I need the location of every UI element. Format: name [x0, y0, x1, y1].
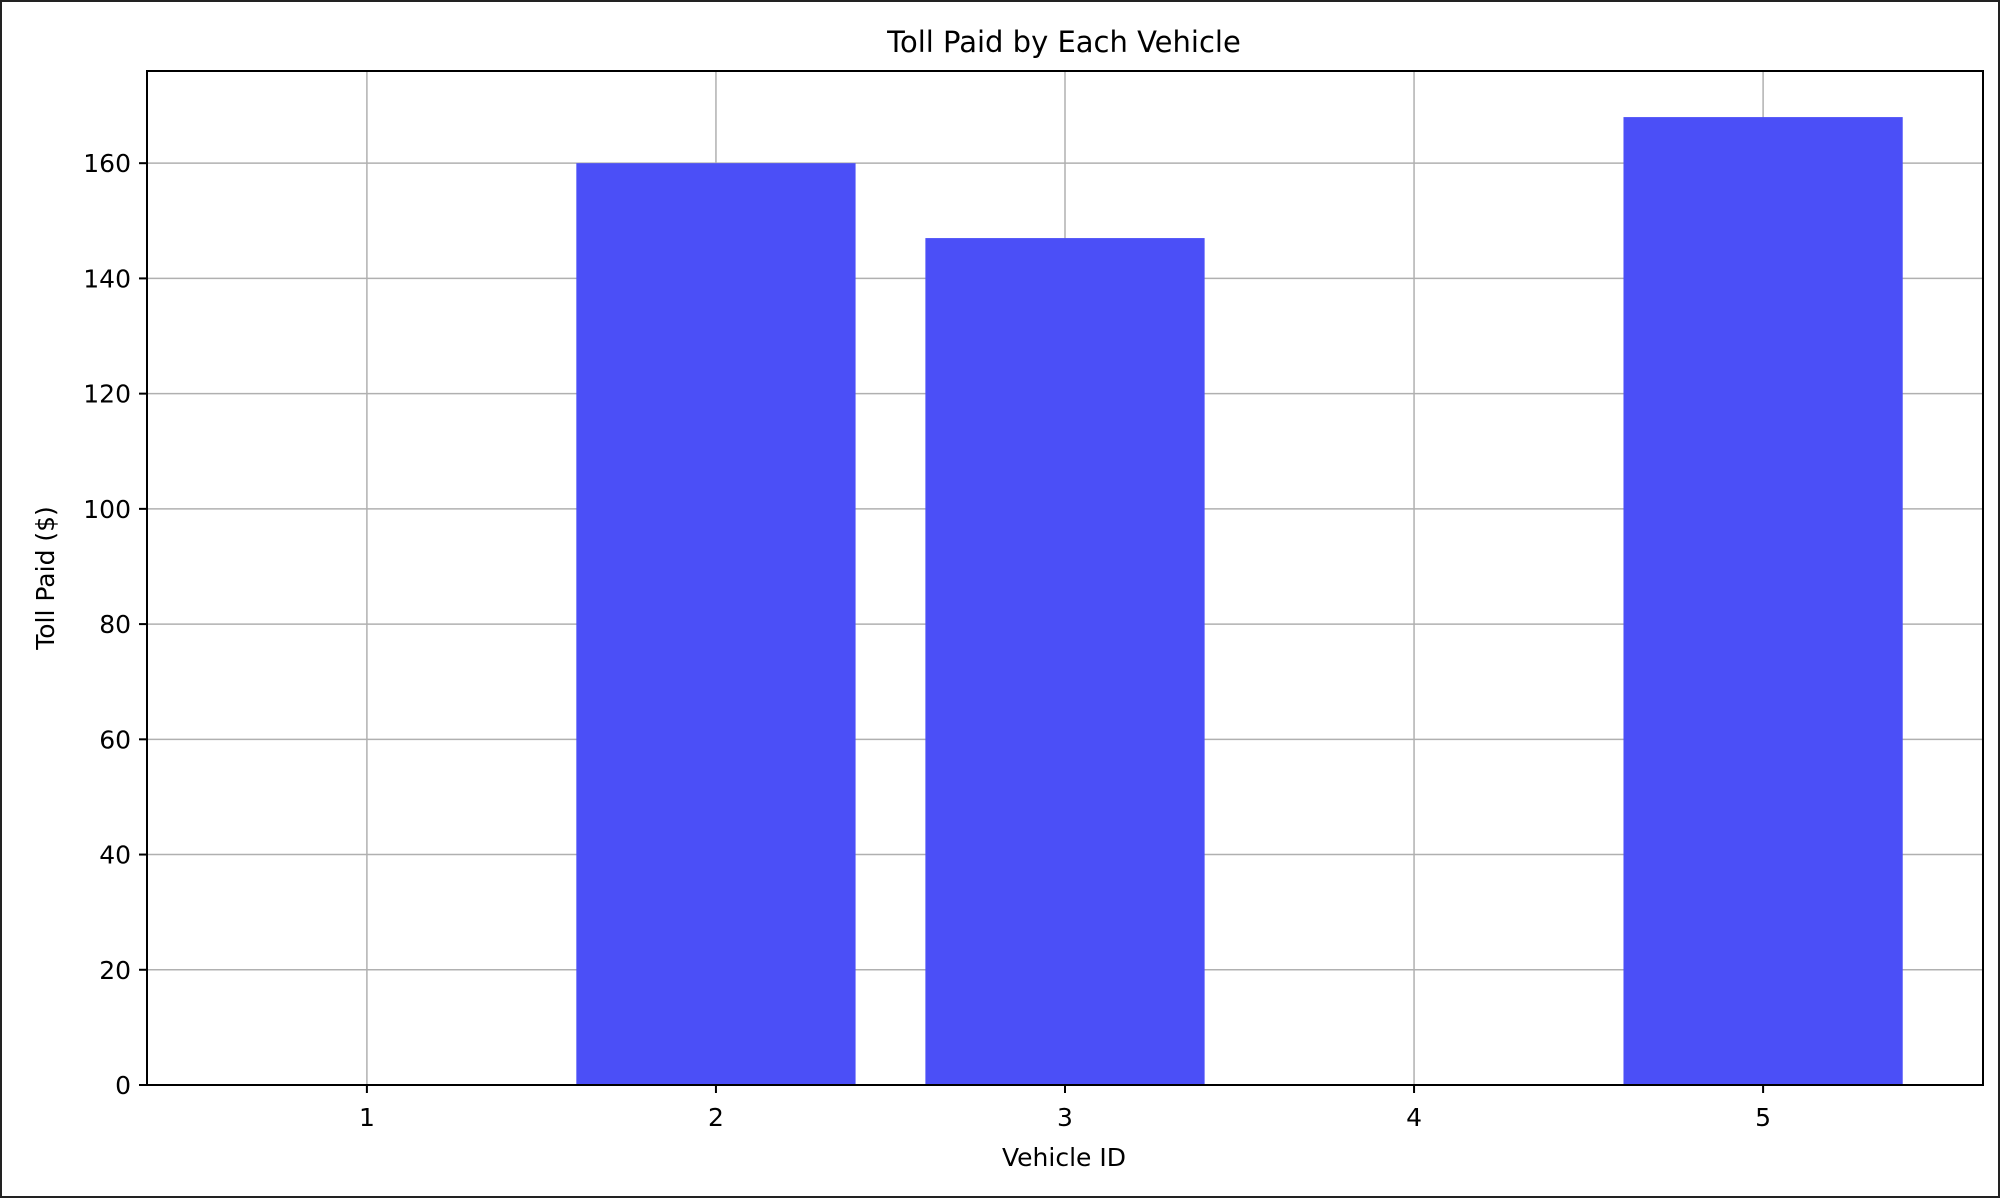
y-axis-label: Toll Paid ($) — [31, 506, 60, 651]
x-axis-label: Vehicle ID — [1002, 1143, 1126, 1172]
y-tick-label: 140 — [83, 264, 131, 293]
y-tick-label: 0 — [115, 1071, 131, 1100]
y-axis-ticks: 0 20 40 60 80 100 120 140 160 — [83, 149, 147, 1100]
y-tick-label: 160 — [83, 149, 131, 178]
bar-vehicle-2 — [576, 163, 856, 1085]
y-tick-label: 20 — [99, 956, 131, 985]
x-tick-label: 1 — [359, 1103, 375, 1132]
bar-vehicle-5 — [1623, 117, 1903, 1085]
x-tick-label: 4 — [1406, 1103, 1422, 1132]
y-tick-label: 40 — [99, 841, 131, 870]
y-tick-label: 80 — [99, 610, 131, 639]
x-axis-ticks: 1 2 3 4 5 — [359, 1085, 1771, 1132]
y-tick-label: 100 — [83, 495, 131, 524]
bar-vehicle-3 — [925, 238, 1205, 1086]
chart-title: Toll Paid by Each Vehicle — [886, 25, 1241, 59]
y-tick-label: 60 — [99, 725, 131, 754]
x-tick-label: 2 — [708, 1103, 724, 1132]
x-tick-label: 3 — [1057, 1103, 1073, 1132]
bars — [576, 117, 1903, 1086]
y-tick-label: 120 — [83, 380, 131, 409]
x-tick-label: 5 — [1755, 1103, 1771, 1132]
